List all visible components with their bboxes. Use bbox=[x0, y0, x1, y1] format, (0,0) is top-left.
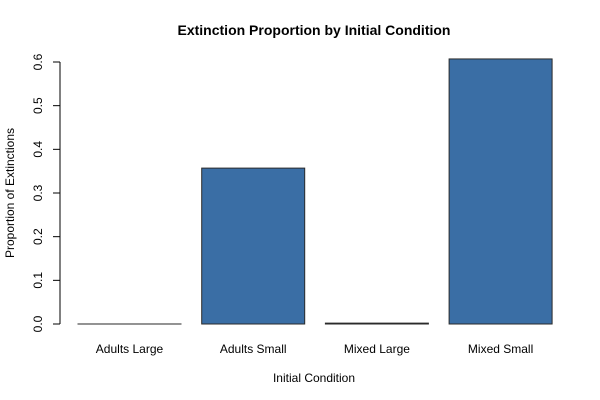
x-axis-label: Initial Condition bbox=[273, 371, 355, 385]
bar-mixed-small bbox=[448, 58, 553, 325]
y-tick-label: 0.1 bbox=[31, 272, 45, 289]
bars-group bbox=[77, 58, 553, 325]
y-tick-label: 0.6 bbox=[31, 53, 45, 70]
x-tick-label: Mixed Small bbox=[468, 342, 533, 356]
x-tick-label: Adults Large bbox=[96, 342, 164, 356]
x-tick-labels: Adults Large Adults Small Mixed Large Mixed… bbox=[96, 342, 533, 356]
y-tick-label: 0.0 bbox=[31, 315, 45, 332]
bar-mixed-large bbox=[324, 322, 429, 325]
y-tick-label: 0.5 bbox=[31, 97, 45, 114]
y-tick-label: 0.4 bbox=[31, 141, 45, 158]
chart-title: Extinction Proportion by Initial Conditi… bbox=[178, 22, 451, 38]
y-tick-label: 0.2 bbox=[31, 228, 45, 245]
y-axis: 0.0 0.1 0.2 0.3 0.4 0.5 0.6 bbox=[31, 53, 61, 332]
x-tick-label: Mixed Large bbox=[344, 342, 410, 356]
bar-adults-small bbox=[201, 167, 306, 325]
x-tick-label: Adults Small bbox=[220, 342, 287, 356]
y-tick-label: 0.3 bbox=[31, 184, 45, 201]
y-axis-label: Proportion of Extinctions bbox=[3, 128, 17, 258]
